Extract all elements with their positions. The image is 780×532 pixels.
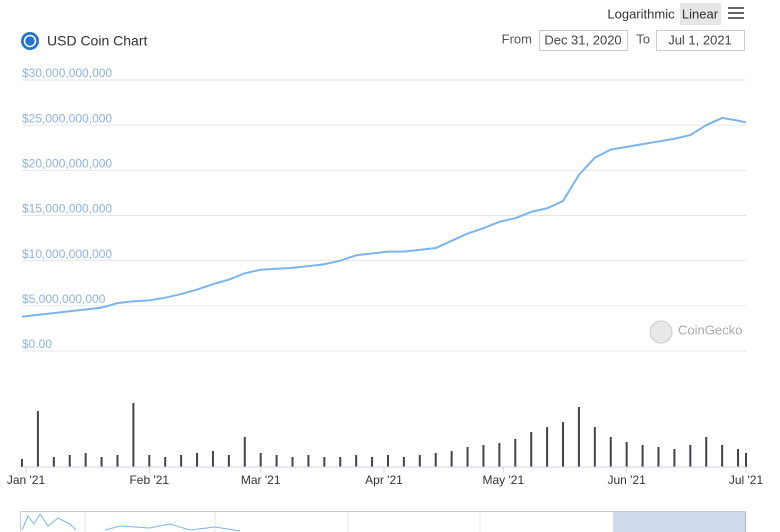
volume-bar — [196, 453, 199, 467]
y-tick-label: $10,000,000,000 — [22, 247, 112, 261]
volume-bar — [689, 445, 692, 467]
volume-bar — [721, 445, 724, 467]
volume-bar — [211, 451, 214, 467]
from-input[interactable] — [539, 30, 628, 51]
navigator-selection[interactable] — [613, 512, 746, 532]
volume-bar — [84, 453, 87, 467]
volume-bar — [243, 437, 246, 467]
chart-title: USD Coin Chart — [47, 33, 147, 49]
volume-bar — [498, 443, 501, 467]
volume-bar — [482, 445, 485, 467]
volume-bar — [386, 455, 389, 467]
volume-bar — [164, 457, 167, 467]
volume-bar — [323, 457, 326, 467]
volume-bar — [339, 457, 342, 467]
scale-button[interactable]: Linear — [682, 6, 719, 21]
to-value[interactable]: Jul 1, 2021 — [668, 32, 732, 47]
navigator-grid — [84, 512, 481, 532]
scale-button[interactable]: Logarithmic — [607, 6, 675, 21]
volume-bar — [641, 445, 644, 467]
volume-bar — [355, 455, 358, 467]
volume-bar — [116, 455, 119, 467]
x-tick-label: Mar '21 — [241, 473, 281, 487]
volume-bar — [737, 449, 740, 467]
y-tick-label: $5,000,000,000 — [22, 292, 106, 306]
navigator[interactable] — [20, 511, 746, 532]
volume-bar — [657, 447, 660, 467]
volume-bar — [577, 407, 580, 467]
watermark-logo — [649, 320, 673, 344]
volume-bar — [562, 422, 565, 467]
y-tick-label: $20,000,000,000 — [22, 157, 112, 171]
volume-bar — [530, 432, 533, 467]
watermark: CoinGecko — [678, 322, 742, 337]
volume-bar — [132, 403, 135, 467]
volume-bar — [418, 455, 421, 467]
x-tick-label: Feb '21 — [129, 473, 169, 487]
volume-bar — [546, 427, 549, 467]
menu-button[interactable] — [728, 7, 744, 19]
volume-bar — [100, 457, 103, 467]
volume-bar — [259, 453, 262, 467]
scale-button-active-bg[interactable] — [680, 3, 721, 25]
to-input[interactable] — [656, 30, 745, 51]
y-tick-label: $0.00 — [22, 337, 52, 351]
y-tick-label: $15,000,000,000 — [22, 202, 112, 216]
navigator-series — [21, 513, 241, 532]
volume-bar — [36, 411, 39, 467]
volume-bar — [21, 459, 23, 467]
volume-bar — [148, 455, 151, 467]
x-tick-label: Apr '21 — [365, 473, 403, 487]
volume-bar — [593, 427, 596, 467]
volume-bar — [402, 457, 405, 467]
y-tick-label: $25,000,000,000 — [22, 111, 112, 125]
volume-bar — [52, 457, 55, 467]
volume-bar — [371, 457, 374, 467]
coin-icon-ring — [23, 34, 37, 48]
volume-bar — [514, 439, 517, 467]
volume-bar — [673, 449, 676, 467]
volume-bar — [609, 437, 612, 467]
volume-bar — [745, 453, 747, 467]
price-line — [21, 116, 747, 318]
x-tick-label: May '21 — [483, 473, 525, 487]
volume-bar — [68, 455, 71, 467]
volume-bar — [434, 453, 437, 467]
volume-bar — [275, 455, 278, 467]
volume-bar — [291, 457, 294, 467]
coin-icon — [21, 32, 39, 50]
y-tick-label: $30,000,000,000 — [22, 66, 112, 80]
x-tick-label: Jan '21 — [7, 473, 46, 487]
x-tick-label: Jun '21 — [607, 473, 646, 487]
from-label: From — [502, 31, 532, 46]
from-value[interactable]: Dec 31, 2020 — [544, 32, 621, 47]
volume-bar — [307, 455, 310, 467]
volume-bar — [625, 442, 628, 467]
volume-bar — [466, 447, 469, 467]
to-label: To — [636, 31, 650, 46]
volume-bar — [227, 455, 230, 467]
volume-bar — [180, 455, 183, 467]
volume-bar — [450, 451, 453, 467]
x-tick-label: Jul '21 — [729, 473, 764, 487]
volume-bar — [705, 437, 708, 467]
